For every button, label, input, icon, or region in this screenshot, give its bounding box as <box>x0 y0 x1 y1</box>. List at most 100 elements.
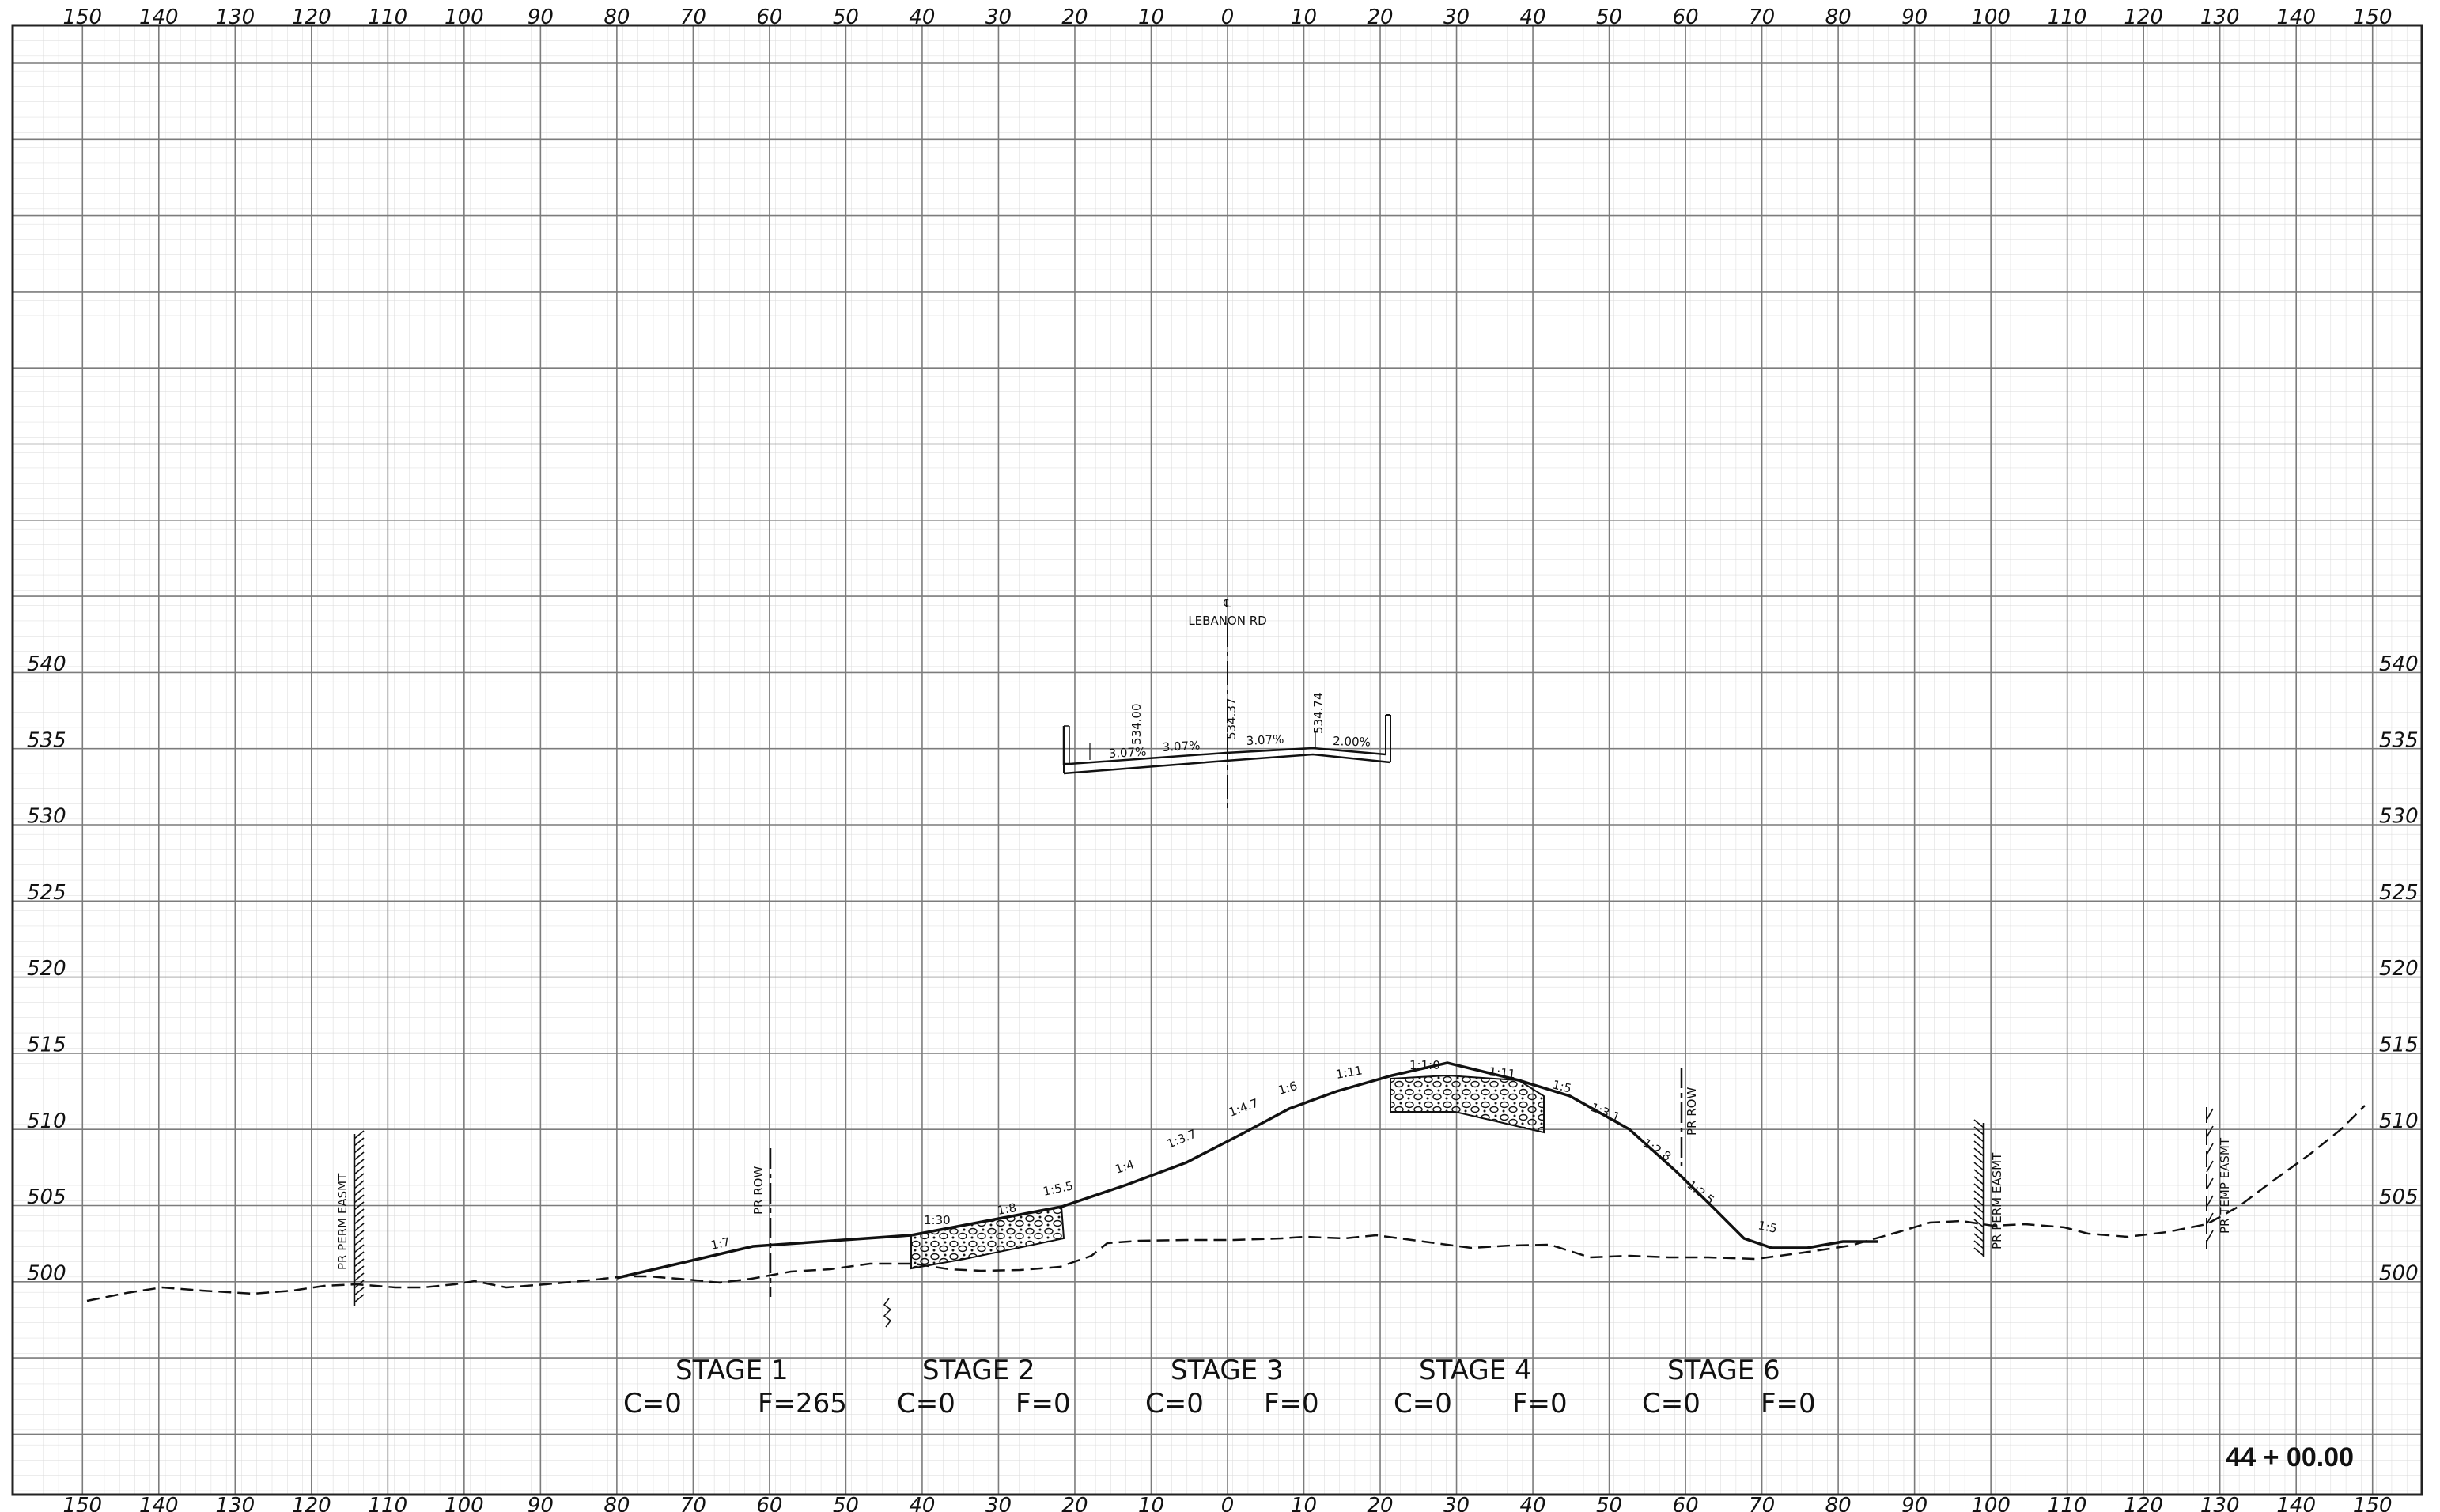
stage-1-fill: F=265 <box>758 1388 847 1419</box>
stage-1-cut: C=0 <box>623 1388 682 1419</box>
offset-tick-label: 40 <box>1520 1494 1546 1512</box>
slope-label: 1:5 <box>1757 1218 1778 1236</box>
proposed-section-line <box>616 1061 1878 1280</box>
offset-tick-label: 0 <box>1221 6 1235 29</box>
station-label: 44 + 00.00 <box>2226 1442 2354 1472</box>
offset-tick-label: 140 <box>2276 1494 2316 1512</box>
slope-label: 1:5 <box>1551 1077 1573 1095</box>
stage-4-fill: F=0 <box>1512 1388 1568 1419</box>
offset-tick-label: 60 <box>1673 1494 1699 1512</box>
elevation-tick-label: 525 <box>2379 881 2419 905</box>
offset-tick-label: 140 <box>139 6 179 29</box>
offset-tick-label: 100 <box>444 1494 484 1512</box>
offset-tick-label: 100 <box>444 6 484 29</box>
stage-2-fill: F=0 <box>1016 1388 1071 1419</box>
elevation-tick-label: 500 <box>2379 1261 2419 1285</box>
stage-2-name: STAGE 2 <box>922 1355 1035 1386</box>
elevation-tick-label: 535 <box>2379 728 2419 752</box>
easement-hatch <box>354 1108 2214 1303</box>
offset-tick-label: 20 <box>1061 1494 1088 1512</box>
offset-tick-label: 90 <box>1901 1494 1927 1512</box>
offset-tick-label: 140 <box>2276 6 2316 29</box>
offset-tick-label: 110 <box>369 6 408 29</box>
riprap-right <box>1390 1074 1545 1134</box>
right-elevation-axis: 540 535 530 525 520 515 510 505 500 <box>2379 652 2419 1285</box>
top-offset-axis: 150 140 130 120 110 100 90 80 70 60 50 40 30 20 10 0 10 2… <box>62 6 2392 29</box>
offset-tick-label: 70 <box>680 1494 706 1512</box>
offset-tick-label: 110 <box>2048 1494 2087 1512</box>
roadway-slope-3: 3.07% <box>1246 732 1284 748</box>
elevation-tick-label: 505 <box>27 1185 66 1209</box>
riprap-left <box>910 1205 1065 1270</box>
offset-tick-label: 110 <box>2048 6 2087 29</box>
offset-tick-label: 90 <box>528 6 554 29</box>
offset-tick-label: 120 <box>292 1494 331 1512</box>
offset-tick-label: 80 <box>603 6 630 29</box>
elevation-tick-label: 540 <box>27 652 66 676</box>
offset-tick-label: 150 <box>62 6 102 29</box>
offset-tick-label: 80 <box>1825 6 1852 29</box>
stage-4-name: STAGE 4 <box>1419 1355 1532 1386</box>
offset-tick-label: 150 <box>62 1494 102 1512</box>
offset-tick-label: 70 <box>680 6 706 29</box>
elevation-tick-label: 530 <box>27 805 66 829</box>
offset-tick-label: 40 <box>909 1494 935 1512</box>
offset-tick-label: 50 <box>1596 6 1622 29</box>
offset-tick-label: 150 <box>2353 1494 2393 1512</box>
elevation-tick-label: 540 <box>2379 652 2419 676</box>
elevation-tick-label: 510 <box>2379 1109 2419 1133</box>
offset-tick-label: 120 <box>292 6 331 29</box>
bottom-offset-axis: 150 140 130 120 110 100 90 80 70 60 50 40 30 20 10 0 10 2… <box>62 1494 2392 1512</box>
offset-tick-label: 80 <box>1825 1494 1852 1512</box>
offset-tick-label: 10 <box>1291 1494 1317 1512</box>
line-label-left-perm-easmt: PR PERM EASMT <box>335 1173 350 1270</box>
slope-label: 1:30 <box>924 1213 951 1227</box>
offset-tick-label: 100 <box>1971 1494 2011 1512</box>
offset-tick-label: 100 <box>1971 6 2011 29</box>
slope-label: 1:1:0 <box>1409 1058 1440 1072</box>
centerline-label: LEBANON RD <box>1188 614 1266 628</box>
elevation-tick-label: 515 <box>2379 1034 2419 1057</box>
offset-tick-label: 130 <box>215 6 255 29</box>
elevation-tick-label: 505 <box>2379 1185 2419 1209</box>
elevation-tick-label: 515 <box>27 1034 66 1057</box>
break-symbol <box>883 1298 892 1328</box>
slope-label: 1:11 <box>1335 1063 1364 1082</box>
offset-tick-label: 40 <box>909 6 935 29</box>
slope-label: 1:6 <box>1277 1079 1299 1098</box>
slope-label: 1:8 <box>997 1200 1018 1218</box>
offset-tick-label: 120 <box>2124 1494 2163 1512</box>
offset-tick-label: 10 <box>1291 6 1317 29</box>
sheet-border <box>11 24 2423 1496</box>
elevation-tick-label: 530 <box>2379 805 2419 829</box>
line-label-right-temp-easmt: PR TEMP EASMT <box>2218 1137 2232 1234</box>
elevation-tick-label: 500 <box>27 1261 66 1285</box>
elevation-tick-label: 520 <box>2379 957 2419 981</box>
roadway-elevation-1: 534.00 <box>1129 704 1144 746</box>
offset-tick-label: 30 <box>985 1494 1012 1512</box>
stage-4-cut: C=0 <box>1394 1388 1452 1419</box>
offset-tick-label: 60 <box>1673 6 1699 29</box>
offset-tick-label: 130 <box>2200 6 2240 29</box>
offset-tick-label: 30 <box>985 6 1012 29</box>
line-label-right-row: PR ROW <box>1685 1087 1699 1136</box>
roadway-slope-1: 3.07% <box>1108 745 1147 761</box>
offset-tick-label: 50 <box>833 1494 859 1512</box>
left-elevation-axis: 540 535 530 525 520 515 510 505 500 <box>27 652 66 1285</box>
elevation-tick-label: 520 <box>27 957 66 981</box>
offset-tick-label: 50 <box>833 6 859 29</box>
easement-lines <box>353 1068 2207 1306</box>
major-grid <box>13 25 2422 1495</box>
centerline-symbol: ℄ <box>1223 596 1231 610</box>
offset-tick-label: 90 <box>528 1494 554 1512</box>
elevation-tick-label: 510 <box>27 1109 66 1133</box>
stage-1-name: STAGE 1 <box>675 1355 789 1386</box>
offset-tick-label: 130 <box>2200 1494 2240 1512</box>
stage-3-cut: C=0 <box>1145 1388 1204 1419</box>
offset-tick-label: 30 <box>1443 1494 1470 1512</box>
offset-tick-label: 150 <box>2353 6 2393 29</box>
roadway-slope-2: 3.07% <box>1162 739 1201 754</box>
roadway-elevation-3: 534.74 <box>1311 693 1326 735</box>
stage-2-cut: C=0 <box>897 1388 955 1419</box>
